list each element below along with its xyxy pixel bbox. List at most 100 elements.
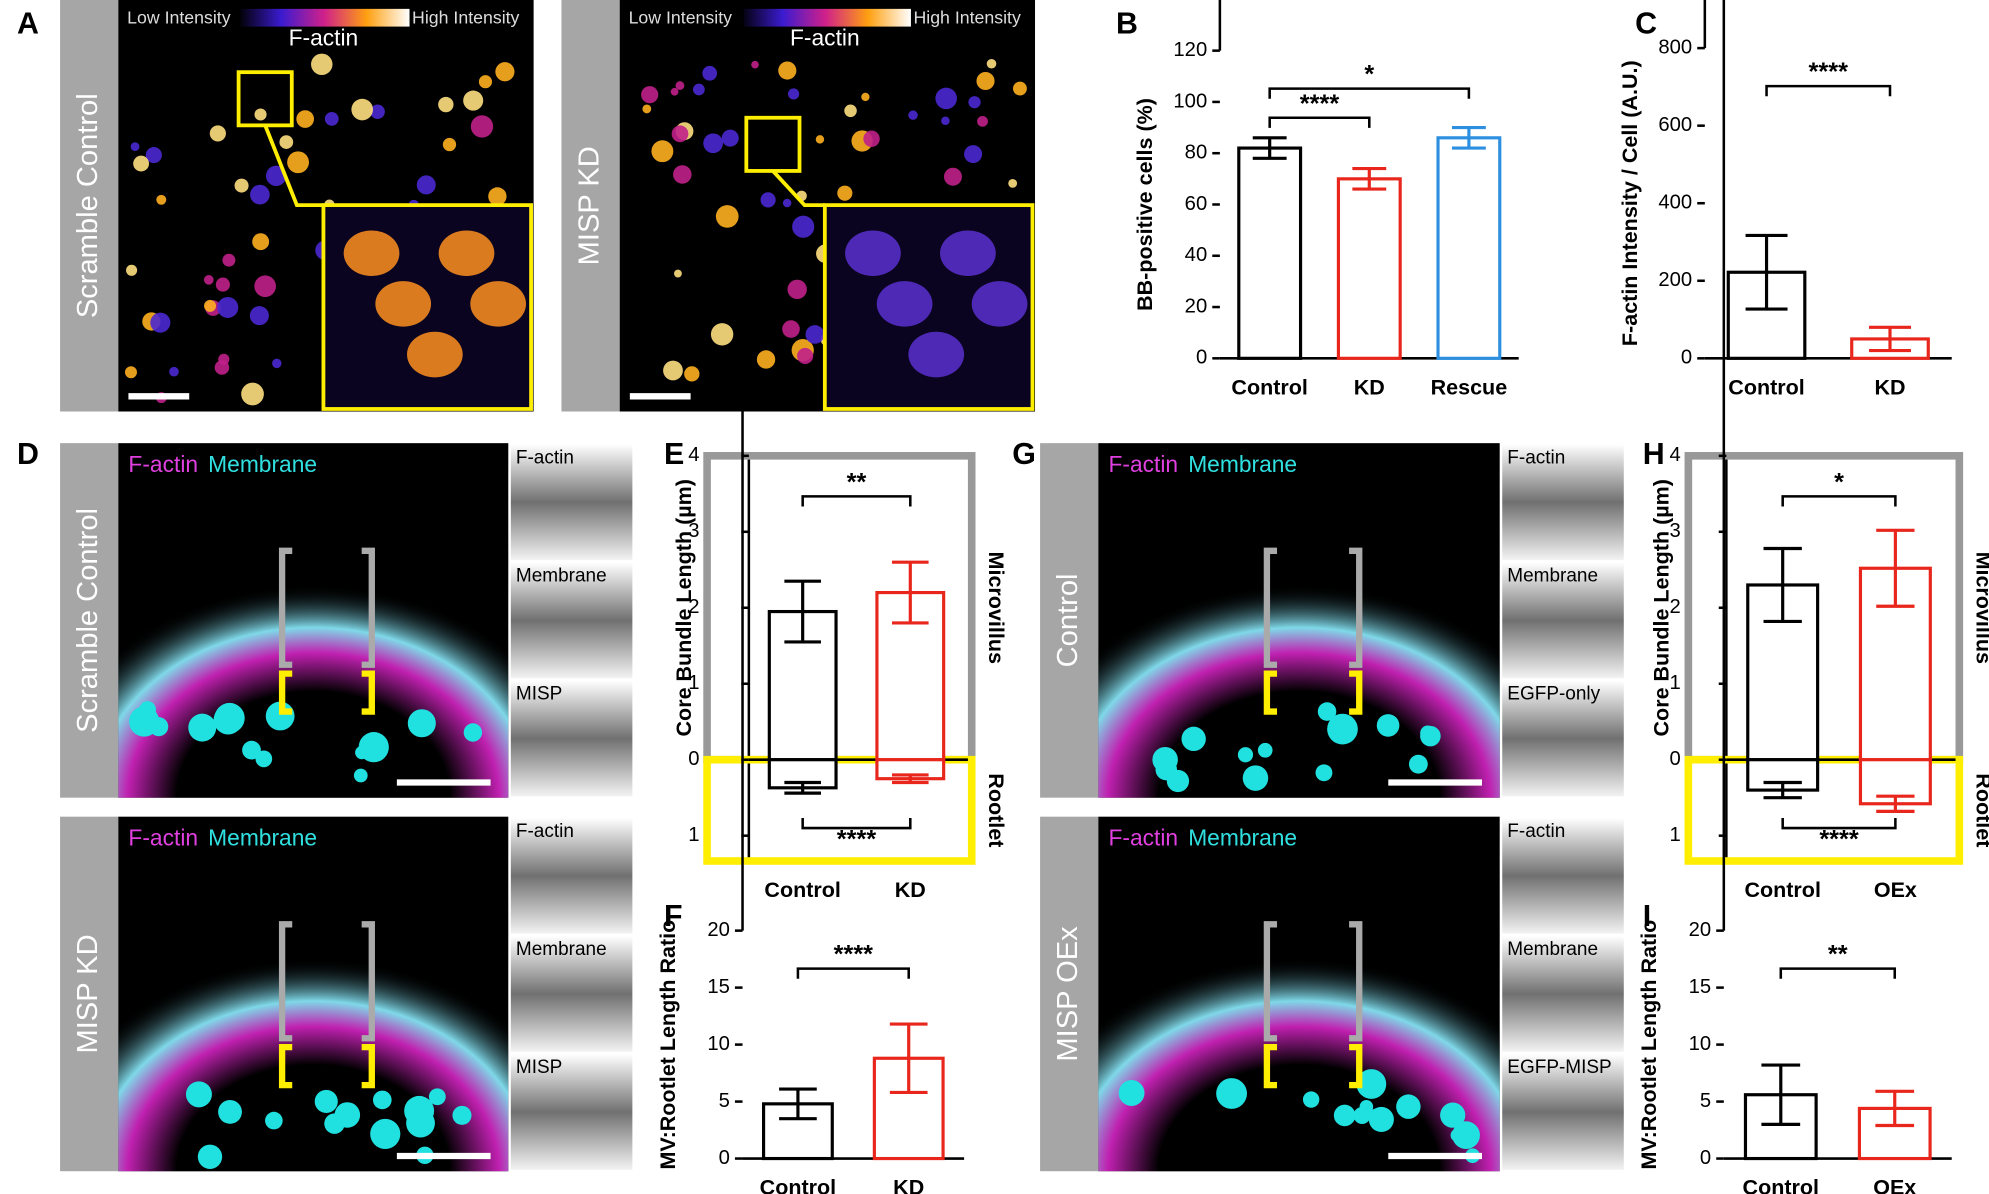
y-tick-label: 4: [688, 444, 699, 466]
y-tick-label: 10: [707, 1033, 730, 1055]
x-tick-label: Control: [1744, 878, 1820, 902]
vesicle: [188, 713, 217, 742]
cell: [721, 129, 739, 147]
cell: [792, 215, 815, 238]
channel-label: Membrane: [516, 939, 607, 960]
x-tick-label: Control: [1231, 375, 1307, 399]
cell: [703, 133, 723, 154]
x-tick-label: Rescue: [1431, 375, 1508, 399]
cell: [272, 358, 282, 369]
error-bar: [1876, 528, 1915, 608]
error-bar: [1252, 136, 1287, 160]
inset-cell: [470, 281, 527, 327]
channel-label: MISP: [516, 1057, 562, 1078]
error-bar: [1763, 546, 1802, 624]
error-bar: [784, 780, 821, 795]
colorbar-low: Low Intensity: [629, 8, 733, 28]
cell: [495, 62, 515, 82]
overlay-label: Membrane: [1188, 824, 1297, 850]
vesicle: [407, 709, 436, 738]
cell: [438, 96, 454, 113]
cell: [710, 323, 734, 346]
y-tick-label: 100: [1173, 90, 1207, 112]
inset-cell: [845, 230, 901, 277]
overlay-label: F-actin: [1108, 451, 1178, 477]
cell: [782, 198, 792, 208]
cell: [760, 192, 776, 208]
y-tick-label: 0: [719, 1147, 730, 1169]
y-tick-label: 400: [1658, 192, 1692, 214]
cell: [126, 264, 138, 276]
error-bar: [1875, 1089, 1915, 1128]
vesicle: [1376, 714, 1400, 737]
error-bar: [892, 560, 929, 625]
cell: [204, 299, 217, 312]
row-label: Control: [1052, 574, 1084, 668]
y-tick-label: 120: [1173, 39, 1207, 61]
y-tick-label: 60: [1185, 193, 1208, 215]
y-axis-label: Core Bundle Length (µm): [672, 479, 696, 736]
colorbar-high: High Intensity: [913, 8, 1020, 28]
cell: [908, 110, 918, 120]
y-tick-label: 10: [1689, 1033, 1712, 1055]
tissue: [118, 867, 509, 1172]
cell: [673, 165, 692, 184]
vesicle: [404, 1095, 435, 1126]
cell: [252, 233, 270, 251]
channel-image: [510, 444, 633, 561]
cell: [416, 175, 436, 195]
bar: [1746, 583, 1820, 762]
cell: [130, 142, 140, 151]
vesicle: [1356, 1069, 1387, 1099]
x-tick-label: Control: [1728, 375, 1804, 399]
x-tick-label: OEx: [1874, 878, 1917, 902]
panel-letter: F: [664, 899, 683, 933]
channel-image: [510, 680, 633, 797]
vesicle: [1368, 1106, 1394, 1132]
colorbar-title: F-actin: [289, 24, 359, 50]
y-tick-label: 5: [719, 1090, 730, 1112]
x-tick-label: KD: [1354, 375, 1385, 399]
significance-label: ****: [834, 941, 874, 969]
channel-image: [1502, 936, 1624, 1052]
channel-label: F-actin: [1507, 821, 1565, 842]
cell: [250, 184, 270, 205]
x-tick-label: Control: [764, 878, 840, 902]
series-label: Microvillus: [1971, 552, 1989, 664]
inset-cell: [876, 281, 933, 327]
cell: [976, 71, 995, 91]
cell: [324, 111, 339, 126]
x-tick-label: KD: [895, 878, 926, 902]
cell: [837, 185, 853, 201]
panel-letter: C: [1635, 6, 1657, 40]
error-bar: [1352, 167, 1387, 191]
bar: [1336, 177, 1402, 360]
channel-label: EGFP-MISP: [1507, 1057, 1611, 1078]
y-tick-label: 15: [1689, 976, 1712, 998]
cell: [287, 151, 309, 174]
y-tick-label: 15: [707, 976, 730, 998]
panel-letter: A: [17, 6, 39, 40]
colorbar-title: F-actin: [790, 24, 860, 50]
channel-label: Membrane: [1507, 939, 1598, 960]
y-tick-label: 600: [1658, 114, 1692, 136]
vesicle: [1302, 1091, 1320, 1108]
y-tick-label: 3: [1669, 520, 1680, 542]
cell: [715, 205, 739, 228]
bracket: [278, 1043, 375, 1089]
cell: [782, 320, 800, 338]
cell: [964, 145, 983, 164]
y-tick-label: 4: [1669, 444, 1680, 466]
cell: [1013, 81, 1027, 96]
bar: [1237, 146, 1303, 360]
panel-letter: E: [664, 437, 684, 471]
inset-cell: [343, 230, 400, 277]
channel-label: F-actin: [1507, 447, 1565, 468]
bar: [1436, 136, 1502, 360]
significance-label: **: [1828, 941, 1848, 969]
error-bar: [1876, 794, 1915, 813]
cell: [241, 382, 264, 406]
overlay-label: Membrane: [1188, 451, 1297, 477]
cell: [254, 108, 267, 121]
cell: [756, 350, 776, 369]
